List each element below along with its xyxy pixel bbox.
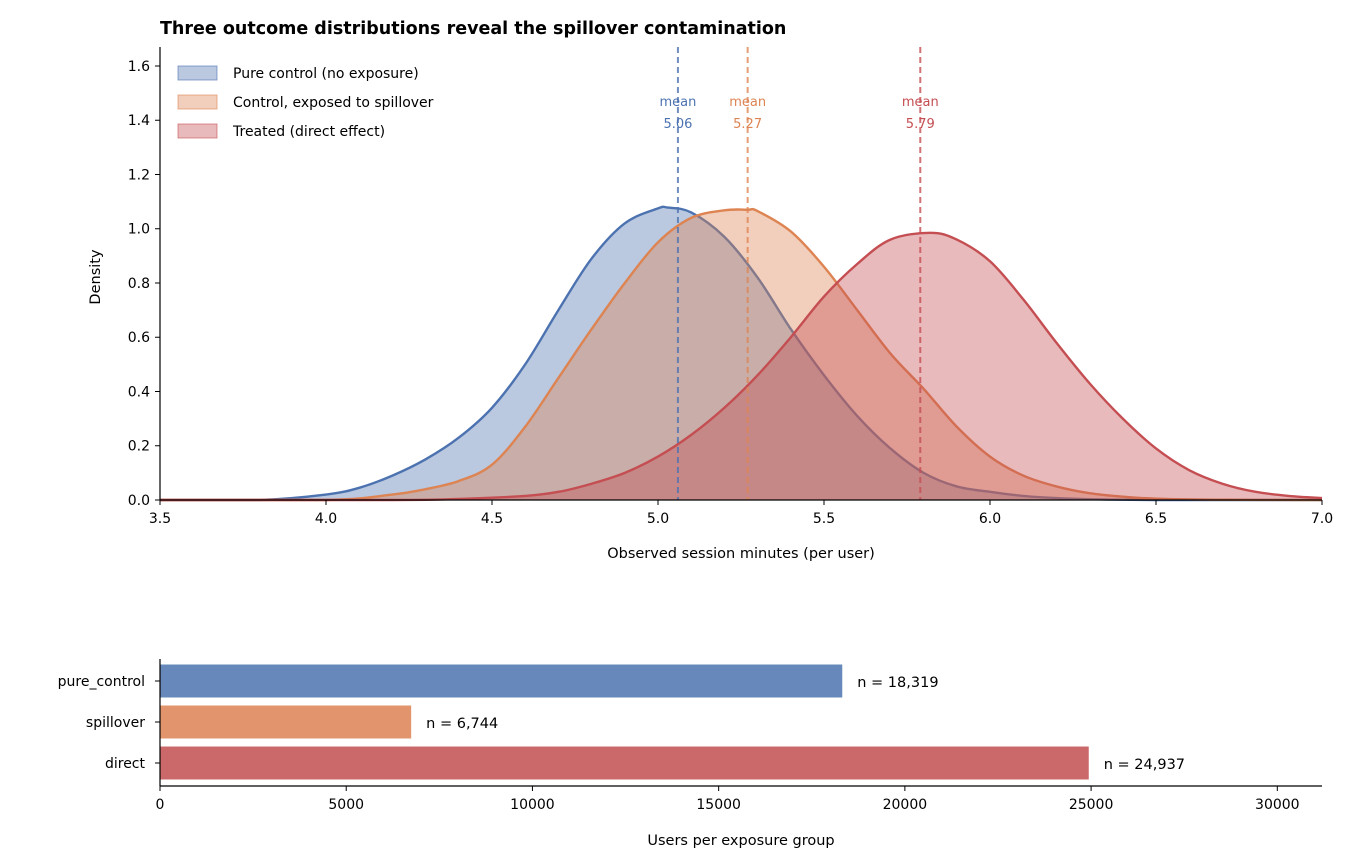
x-tick-label: 4.5 <box>481 511 503 527</box>
bar-x-axis-label: Users per exposure group <box>647 833 834 849</box>
mean-prefix-2: mean <box>729 95 766 110</box>
y-tick-label: 0.2 <box>128 439 150 455</box>
y-tick-label: 1.4 <box>128 113 150 129</box>
x-tick-label: 5.0 <box>647 511 669 527</box>
bar-x-tick-label: 5000 <box>328 797 364 813</box>
density-line-2 <box>159 207 1323 502</box>
bar-x-tick-label: 10000 <box>510 797 555 813</box>
bar-x-tick-label: 30000 <box>1255 797 1300 813</box>
bar-data-label: n = 6,744 <box>426 716 498 732</box>
bar-category-label: pure_control <box>58 674 145 690</box>
legend-label-2: Control, exposed to spillover <box>233 95 434 111</box>
y-tick-label: 1.0 <box>128 222 150 238</box>
bar-pure_control <box>160 664 843 698</box>
legend-swatch-2 <box>177 94 218 110</box>
bar-category-label: direct <box>105 756 146 772</box>
y-tick-label: 1.2 <box>128 167 150 183</box>
mean-prefix-3: mean <box>902 95 939 110</box>
y-ticks: 0.0 0.2 0.4 0.6 0.8 1.0 1.2 1.4 1.6 <box>128 59 160 509</box>
bar-x-tick-label: 25000 <box>1069 797 1114 813</box>
density-chart: Three outcome distributions reveal the s… <box>88 19 1333 562</box>
density-area-3 <box>160 232 1322 500</box>
bar-x-tick-label: 0 <box>156 797 165 813</box>
mean-value-1: 5.06 <box>663 117 692 132</box>
legend-swatch-3 <box>177 123 218 139</box>
y-axis-label: Density <box>88 249 104 305</box>
legend-swatch-1 <box>177 65 218 81</box>
x-tick-label: 7.0 <box>1311 511 1333 527</box>
y-tick-label: 0.6 <box>128 330 150 346</box>
legend: Pure control (no exposure) Control, expos… <box>177 65 434 140</box>
density-line-3 <box>159 231 1323 502</box>
density-line-1 <box>159 205 1322 502</box>
bar-spillover <box>160 705 412 739</box>
y-tick-label: 0.0 <box>128 493 150 509</box>
legend-label-3: Treated (direct effect) <box>232 124 385 140</box>
y-tick-label: 1.6 <box>128 59 150 75</box>
chart-title: Three outcome distributions reveal the s… <box>160 19 786 39</box>
legend-label-1: Pure control (no exposure) <box>233 66 419 82</box>
mean-value-3: 5.79 <box>906 117 935 132</box>
bar-direct <box>160 746 1089 780</box>
bar-data-label: n = 24,937 <box>1104 757 1185 773</box>
x-tick-label: 5.5 <box>813 511 835 527</box>
x-axis-label: Observed session minutes (per user) <box>607 546 875 562</box>
x-ticks: 3.5 4.0 4.5 5.0 5.5 6.0 6.5 7.0 <box>149 500 1333 527</box>
y-tick-label: 0.8 <box>128 276 150 292</box>
density-area-1 <box>160 206 1322 500</box>
bar-data-label: n = 18,319 <box>857 675 938 691</box>
y-tick-label: 0.4 <box>128 384 150 400</box>
bar-category-label: spillover <box>86 715 145 731</box>
bar-x-tick-label: 15000 <box>696 797 741 813</box>
mean-value-2: 5.27 <box>733 117 762 132</box>
x-tick-label: 3.5 <box>149 511 171 527</box>
density-area-2 <box>160 209 1322 501</box>
x-tick-label: 4.0 <box>315 511 337 527</box>
mean-lines-layer: mean 5.06 mean 5.27 mean 5.79 <box>659 47 939 500</box>
x-tick-label: 6.5 <box>1145 511 1167 527</box>
mean-prefix-1: mean <box>659 95 696 110</box>
density-series-layer <box>159 205 1323 502</box>
bar-x-ticks: 0 5000 10000 15000 20000 25000 30000 <box>156 786 1300 813</box>
x-tick-label: 6.0 <box>979 511 1001 527</box>
bar-x-tick-label: 20000 <box>883 797 928 813</box>
